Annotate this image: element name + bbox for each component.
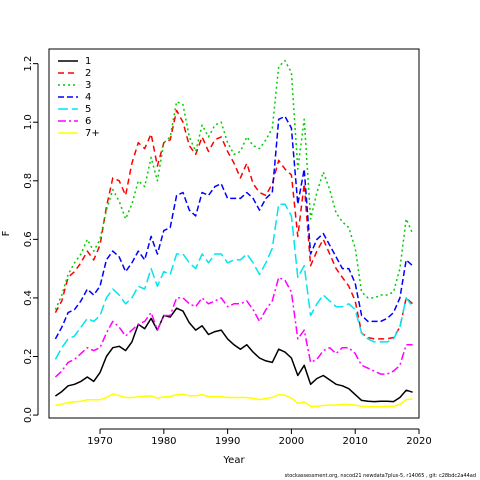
y-tick-label: 0.8 — [23, 173, 34, 189]
series-line-5 — [54, 203, 414, 360]
legend-label: 1 — [85, 56, 91, 67]
x-tick-label: 2020 — [406, 436, 431, 447]
series-line-1 — [54, 307, 413, 403]
y-tick-label: 1.0 — [23, 114, 34, 130]
y-axis-title: F — [1, 230, 12, 236]
x-tick-label: 2010 — [342, 436, 367, 447]
y-tick-label: 1.2 — [23, 56, 34, 72]
series-lines — [54, 59, 414, 408]
plot-frame — [48, 48, 420, 419]
legend-label: 4 — [85, 92, 91, 103]
x-tick-label: 1980 — [151, 436, 176, 447]
x-tick-label: 2000 — [279, 436, 304, 447]
legend-label: 6 — [85, 116, 91, 127]
x-tick-label: 1990 — [215, 436, 240, 447]
series-line-6 — [54, 276, 413, 378]
legend-label: 2 — [85, 68, 91, 79]
legend-label: 3 — [85, 80, 91, 91]
y-tick-label: 0.2 — [23, 349, 34, 365]
footer-caption: stockassessment.org, nscod21 newdata7plu… — [284, 473, 476, 479]
x-axis: 1970 1980 1990 2000 2010 2020 — [87, 428, 432, 447]
series-line-3 — [54, 59, 414, 310]
legend-label: 5 — [85, 104, 91, 115]
y-tick-label: 0.4 — [23, 290, 34, 306]
y-tick-label: 0.0 — [23, 407, 34, 423]
y-tick-label: 0.6 — [23, 231, 34, 247]
legend-label: 7+ — [85, 128, 100, 139]
y-axis: 0.0 0.2 0.4 0.6 0.8 1.0 1.2 — [23, 56, 39, 423]
series-line-2 — [54, 109, 414, 340]
series-line-4 — [54, 115, 414, 340]
series-line-7plus — [55, 393, 413, 408]
x-tick-label: 1970 — [87, 436, 112, 447]
plot-area — [48, 48, 420, 419]
x-axis-title: Year — [222, 455, 245, 466]
